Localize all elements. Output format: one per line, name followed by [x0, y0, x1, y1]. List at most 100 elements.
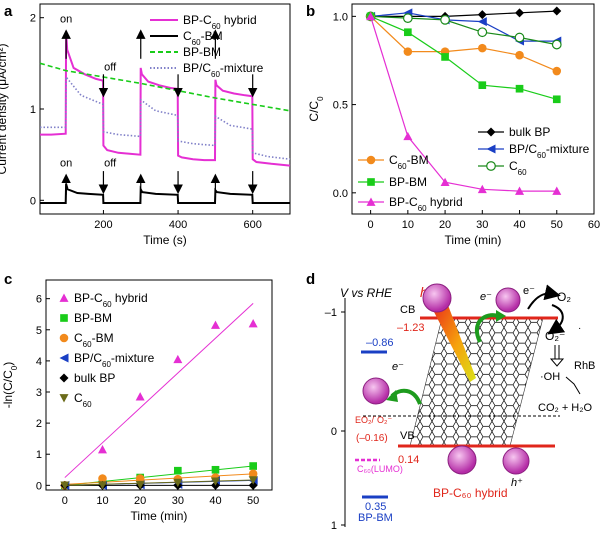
reduction-arrow [527, 284, 561, 310]
panel-label-a: a [4, 3, 13, 20]
y-tick-label: 0.0 [333, 188, 348, 200]
data-point [135, 392, 145, 401]
data-point [248, 319, 258, 328]
x-tick-label: 50 [247, 495, 259, 507]
y-tick-label: 0 [36, 480, 42, 492]
bpbm-label: BP-BM [358, 512, 393, 524]
superoxide-label: O₂⁻ [545, 329, 565, 343]
reduction-arrow [547, 304, 566, 335]
series-line [370, 10, 557, 17]
data-point [98, 481, 107, 490]
fit-line [64, 473, 254, 485]
panel-label-c: c [4, 271, 12, 288]
diagram-tick-label: –1 [325, 307, 337, 319]
legend-entry: C60-BM [389, 153, 429, 171]
x-tick-label: 20 [134, 495, 146, 507]
electron-transfer-arrow [474, 313, 499, 343]
data-point [403, 131, 413, 141]
data-point [515, 84, 524, 93]
series-line [370, 15, 558, 72]
c60-molecule [362, 377, 390, 405]
legend-entry: BP/C60-mixture [74, 351, 155, 369]
data-point [440, 15, 450, 25]
electron-transfer-arrowhead [496, 310, 506, 322]
data-point [477, 10, 487, 20]
data-point [60, 481, 70, 490]
y-axis-label: Current density (μA/cm²) [0, 44, 9, 175]
series-line [40, 31, 291, 167]
data-point [98, 474, 107, 483]
data-point [552, 186, 562, 195]
c60-molecule [495, 287, 521, 313]
plot-frame [45, 279, 273, 491]
data-point [486, 161, 496, 171]
legend-entry: bulk BP [509, 125, 550, 139]
data-point [477, 27, 488, 38]
y-tick-label: 2 [36, 418, 42, 430]
data-point [477, 17, 487, 27]
x-tick-label: 200 [94, 219, 112, 231]
data-point [174, 466, 182, 475]
vb-label: VB [400, 430, 415, 442]
x-tick-label: 20 [439, 219, 451, 231]
data-point [514, 32, 525, 43]
legend-entry: BP-C60 hybrid [74, 291, 148, 309]
data-point [403, 47, 413, 56]
data-point [248, 476, 258, 485]
series-line [370, 16, 557, 192]
c60-molecule [502, 447, 530, 475]
legend-entry: BP/C60-mixture [509, 142, 590, 160]
vb-value: 0.14 [398, 454, 419, 466]
legend-entry: bulk BP [74, 371, 115, 385]
legend-entry: C60 [74, 391, 92, 409]
data-point [248, 480, 258, 490]
data-point [59, 373, 69, 383]
x-tick-label: 60 [588, 219, 600, 231]
legend-entry: BP-C60 hybrid [389, 195, 463, 213]
redox-label: EO₂/˙O₂⁻ [355, 415, 392, 425]
fit-line [64, 465, 254, 486]
y-tick-label: 0.5 [333, 100, 348, 112]
lumo-label: C₆₀(LUMO) [357, 464, 403, 474]
y-axis-label: C/C0 [307, 96, 325, 122]
x-tick-label: 600 [244, 219, 262, 231]
data-point [366, 155, 376, 165]
diagram-tick-label: 1 [331, 520, 337, 532]
y-tick-label: 5 [36, 325, 42, 337]
data-point [173, 354, 183, 364]
data-point [515, 8, 525, 18]
data-point [441, 53, 449, 61]
data-point [59, 293, 69, 302]
data-point [404, 28, 412, 37]
legend-entry: BP-BM [183, 45, 221, 59]
electron-label: e⁻ [523, 285, 535, 297]
chart-panel-b: 0 10 20 30 40 50 60 0.0 0.5 1.0 Time (min) C/C0 bulk… [307, 3, 600, 247]
data-point [478, 81, 487, 90]
legend-entry: BP-C60 hybrid [183, 13, 257, 31]
oxygen-label: O₂ [557, 290, 571, 304]
data-point [59, 394, 69, 403]
data-point [477, 184, 487, 194]
y-tick-label: 1 [30, 104, 36, 116]
legend-entry: C60 [509, 159, 527, 177]
data-point [211, 465, 220, 474]
cb-label: CB [400, 304, 415, 316]
electron-label: e⁻ [480, 291, 492, 303]
x-tick-label: 400 [169, 219, 187, 231]
hydroxyl-label: ·OH [540, 371, 560, 383]
hybrid-label: BP-C₆₀ hybrid [433, 486, 508, 500]
data-point [552, 95, 561, 104]
legend-entry: BP/C60-mixture [183, 61, 264, 79]
data-point [486, 127, 496, 137]
y-tick-label: 1.0 [333, 11, 348, 23]
data-point [59, 333, 69, 343]
y-tick-label: 3 [36, 387, 42, 399]
y-tick-label: 6 [36, 294, 42, 306]
data-point [211, 320, 220, 329]
legend-entry: BP-BM [74, 311, 112, 325]
data-point [135, 474, 145, 483]
series-line [370, 15, 557, 100]
rhb-label: RhB [574, 360, 595, 372]
light-beam [432, 300, 476, 382]
